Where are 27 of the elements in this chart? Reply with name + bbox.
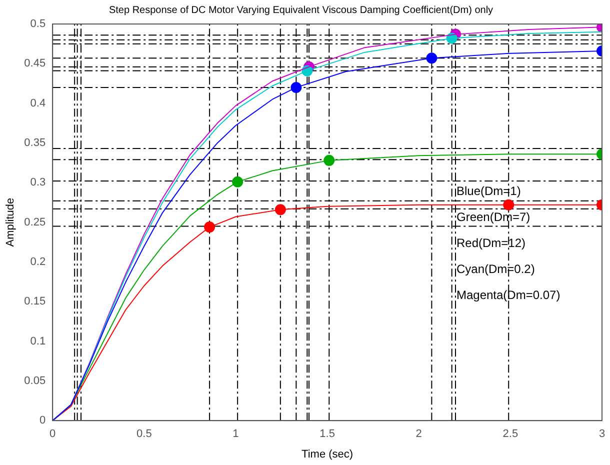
y-tick-label: 0.25: [24, 216, 46, 228]
y-tick-label: 0.35: [24, 137, 46, 150]
y-tick-label: 0: [39, 414, 46, 427]
x-tick-label: 2: [416, 428, 422, 440]
y-tick-label: 0.45: [24, 58, 46, 70]
y-tick-label: 0.3: [30, 176, 46, 189]
annotation: Cyan(Dm=0.2): [455, 262, 536, 276]
point: [204, 222, 216, 233]
y-tick-label: 0.15: [24, 296, 46, 308]
x-tick-label: 1.5: [320, 428, 335, 440]
annotation: Magenta(Dm=0.07): [455, 288, 562, 302]
y-tick-label: 0.2: [30, 256, 46, 268]
chart-title: Step Response of DC Motor Varying Equivalent Viscous Damping Coefficient(Dm) only: [108, 4, 494, 16]
x-tick-label: 3: [598, 428, 606, 440]
annotation: Red(Dm=12): [455, 236, 527, 250]
y-axis-title: Amplitude: [4, 198, 17, 247]
x-tick-label: 0.5: [136, 428, 152, 440]
y-tick-label: 0.1: [30, 335, 46, 348]
x-axis-title: Time (sec): [302, 448, 354, 460]
x-tick-label: 2.5: [502, 428, 518, 440]
y-tick-label: 0.5: [30, 18, 46, 30]
point: [290, 82, 302, 93]
y-tick-label: 0.4: [30, 97, 46, 110]
y-tick-label: 0.05: [24, 374, 46, 387]
x-tick-label: 0: [50, 428, 56, 440]
x-tick-label: 1: [232, 428, 239, 440]
annotation: Green(Dm=7): [455, 210, 532, 224]
